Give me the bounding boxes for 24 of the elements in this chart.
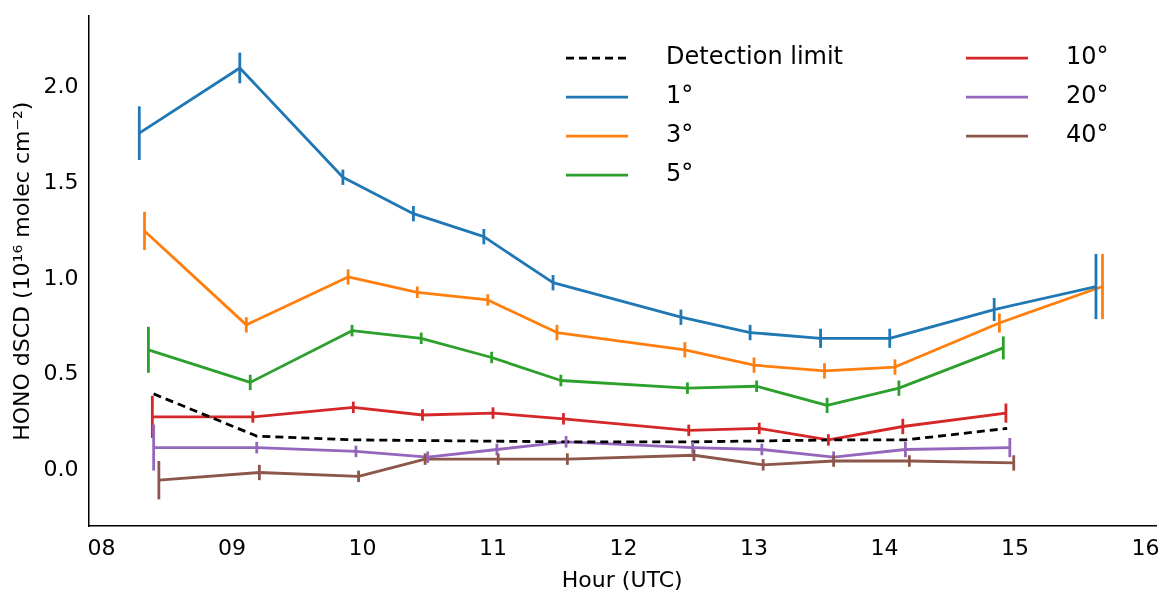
legend-label: 20° [1066,81,1109,110]
x-axis-title: Hour (UTC) [561,566,683,592]
legend-label: 1° [666,81,694,110]
x-tick-label: 14 [870,535,899,561]
x-tick-label: 11 [478,535,507,561]
line-series [152,392,1009,444]
x-tick-label: 09 [217,535,246,561]
y-axis-title: HONO dSCD (10¹⁶ molec cm⁻²) [8,101,34,441]
legend-label: 3° [666,120,694,149]
x-tick-label: 16 [1131,535,1160,561]
x-tick-label: 08 [87,535,116,561]
legend-label: 5° [666,159,694,188]
y-tick-label: 1.0 [43,264,79,290]
x-tick-label: 13 [740,535,769,561]
y-tick-label: 0.0 [43,456,79,482]
legend-label: 10° [1066,42,1109,71]
legend-label: Detection limit [666,42,844,71]
y-tick-label: 2.0 [43,72,79,98]
y-tick-label: 1.5 [43,168,79,194]
x-tick-label: 15 [1001,535,1030,561]
legend-label: 40° [1066,120,1109,149]
x-tick-label: 12 [609,535,638,561]
y-tick-label: 0.5 [43,360,79,386]
x-tick-label: 10 [348,535,377,561]
